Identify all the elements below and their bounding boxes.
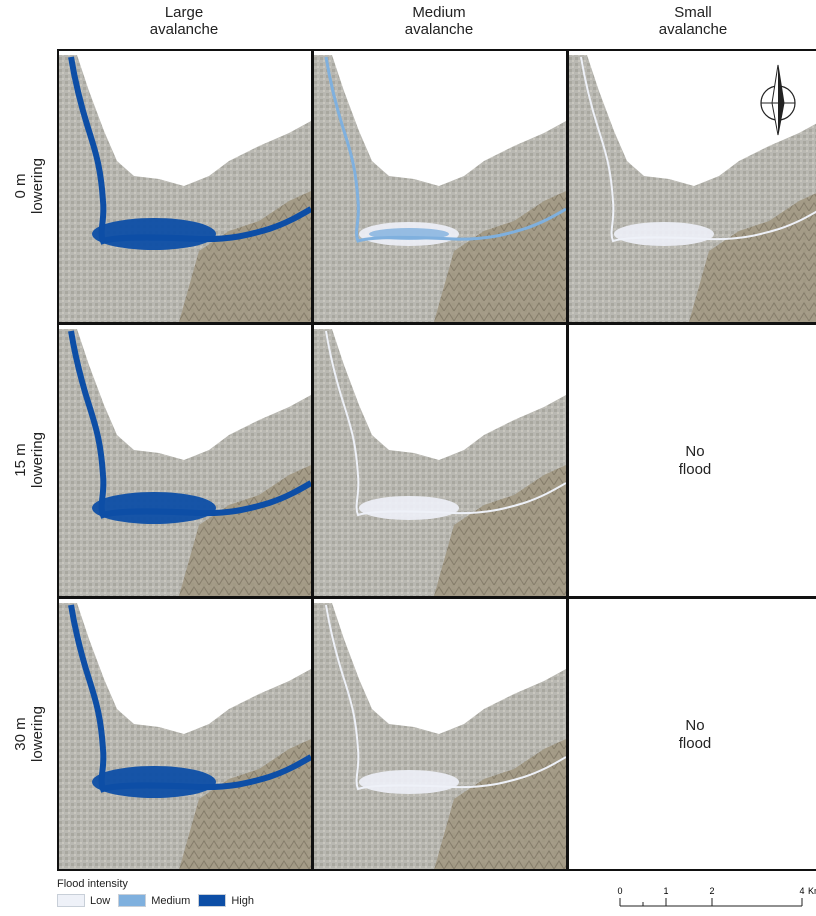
flood-extent <box>359 770 459 794</box>
map-panel-r0-c1 <box>314 51 566 322</box>
flood-extent <box>92 492 216 524</box>
row-header-0m-label: 0 m lowering <box>12 158 46 214</box>
flood-extent <box>92 218 216 250</box>
column-header-medium: Medium avalanche <box>404 4 474 38</box>
map-panel-r1-c0 <box>59 325 311 596</box>
scale-unit: Km <box>808 886 816 896</box>
scale-tick-4: 4 <box>799 886 804 896</box>
column-header-small: Small avalanche <box>658 4 728 38</box>
map-image <box>59 55 311 322</box>
scale-tick-0: 0 <box>617 886 622 896</box>
legend-label-low: Low <box>90 894 111 907</box>
map-grid: No flood No flood <box>57 49 816 871</box>
map-image <box>314 603 566 870</box>
river-channel <box>68 330 311 519</box>
grid-divider-col1 <box>311 49 314 871</box>
no-flood-label: No flood <box>678 442 712 478</box>
map-panel-r2-c1 <box>314 599 566 870</box>
legend-swatch-high <box>198 894 227 907</box>
row-header-0m: 0 m lowering <box>4 49 54 323</box>
row-header-30m: 30 m lowering <box>4 597 54 871</box>
row-header-30m-label: 30 m lowering <box>12 706 46 762</box>
grid-border-left <box>57 49 59 871</box>
legend-title: Flood intensity <box>57 878 128 890</box>
legend-swatch-low <box>57 894 85 907</box>
map-panel-r1-c1 <box>314 325 566 596</box>
legend-label-high: High <box>231 894 254 907</box>
terrain-mountains <box>689 193 816 322</box>
scale-tick-2: 2 <box>709 886 714 896</box>
terrain-mountains <box>434 465 566 596</box>
grid-divider-row2 <box>57 596 816 599</box>
map-panel-r0-c0 <box>59 51 311 322</box>
map-panel-r2-c2: No flood <box>569 599 816 870</box>
map-image <box>59 603 311 870</box>
no-flood-label: No flood <box>678 716 712 752</box>
flood-extent <box>359 496 459 520</box>
river-channel <box>324 56 566 243</box>
north-arrow-icon <box>760 64 796 136</box>
river-channel <box>580 56 816 243</box>
map-panel-r2-c0 <box>59 599 311 870</box>
row-header-15m-label: 15 m lowering <box>12 432 46 488</box>
legend-item-medium: Medium <box>118 894 190 907</box>
flood-extent <box>614 222 714 246</box>
legend-items: Low Medium High <box>57 894 254 907</box>
legend-item-high: High <box>198 894 254 907</box>
map-panel-r1-c2: No flood <box>569 325 816 596</box>
column-header-large: Large avalanche <box>149 4 219 38</box>
flood-extent <box>92 766 216 798</box>
scale-tick-1: 1 <box>663 886 668 896</box>
map-image <box>59 329 311 596</box>
river-channel <box>68 604 311 793</box>
map-image <box>569 55 816 322</box>
map-panel-r0-c2 <box>569 51 816 322</box>
map-image <box>314 329 566 596</box>
legend-item-low: Low <box>57 894 110 907</box>
legend-label-medium: Medium <box>151 894 191 907</box>
river-channel <box>68 56 311 245</box>
map-image <box>314 55 566 322</box>
terrain-mountains <box>434 191 566 322</box>
grid-border-top <box>57 49 816 51</box>
grid-border-bottom <box>57 869 816 871</box>
river-channel <box>325 604 566 791</box>
river-channel <box>325 330 566 517</box>
legend-swatch-medium <box>118 894 147 907</box>
terrain-mountains <box>434 739 566 870</box>
grid-divider-col2 <box>566 49 569 871</box>
legend: Flood intensity Low Medium High <box>57 878 254 907</box>
scale-bar: 0 1 2 4 Km <box>617 886 816 907</box>
row-header-15m: 15 m lowering <box>4 323 54 597</box>
grid-divider-row1 <box>57 322 816 325</box>
